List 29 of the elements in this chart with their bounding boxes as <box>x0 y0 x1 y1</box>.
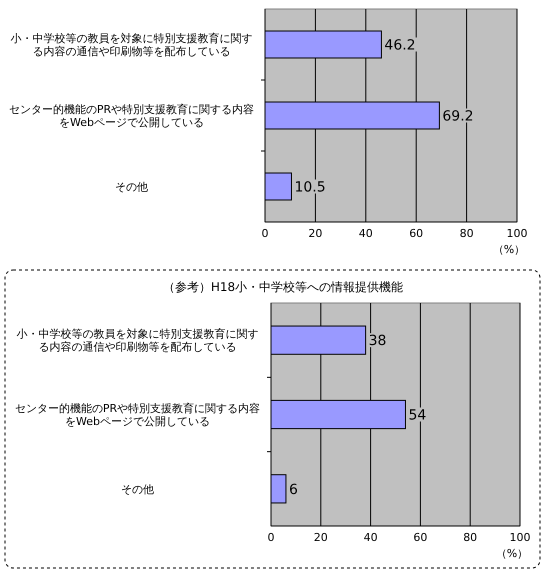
data-label: 38 <box>368 333 386 350</box>
bar <box>270 474 286 504</box>
x-tick-label: 0 <box>262 227 268 240</box>
x-axis-title: （%） <box>492 243 526 256</box>
x-axis-title: （%） <box>496 547 528 560</box>
x-tick-label: 100 <box>510 531 530 544</box>
y-tick-label: その他 <box>115 180 148 194</box>
x-tick-label: 20 <box>308 227 322 240</box>
x-tick-label: 80 <box>460 227 474 240</box>
x-tick-label: 40 <box>358 227 373 240</box>
x-tick-label: 60 <box>413 531 428 544</box>
y-tick-label: その他 <box>121 482 154 496</box>
x-tick-label: 60 <box>409 227 424 240</box>
x-tick-label: 80 <box>463 531 478 544</box>
y-tick-label: 小・中学校等の教員を対象に特別支援教育に関する内容の通信や印刷物等を配布している <box>16 328 258 354</box>
y-tick-label: センター的機能のPRや特別支援教育に関する内容をWebページで公開している <box>8 103 254 129</box>
data-label: 46.2 <box>384 38 416 54</box>
x-tick-label: 0 <box>268 531 274 544</box>
data-label: 10.5 <box>294 180 326 196</box>
data-label: 69.2 <box>442 108 474 124</box>
x-tick-label: 40 <box>364 531 378 544</box>
data-label: 6 <box>288 482 298 498</box>
bar <box>264 172 292 200</box>
y-tick-label: センター的機能のPRや特別支援教育に関する内容をWebページで公開している <box>14 402 260 428</box>
data-label: 54 <box>408 408 426 424</box>
y-tick-label: 小・中学校等の教員を対象に特別支援教育に関する内容の通信や印刷物等を配布している <box>10 32 252 58</box>
x-tick-label: 100 <box>506 227 528 240</box>
x-tick-label: 20 <box>314 531 328 544</box>
chart-title: （参考）H18小・中学校等への情報提供機能 <box>162 280 404 294</box>
